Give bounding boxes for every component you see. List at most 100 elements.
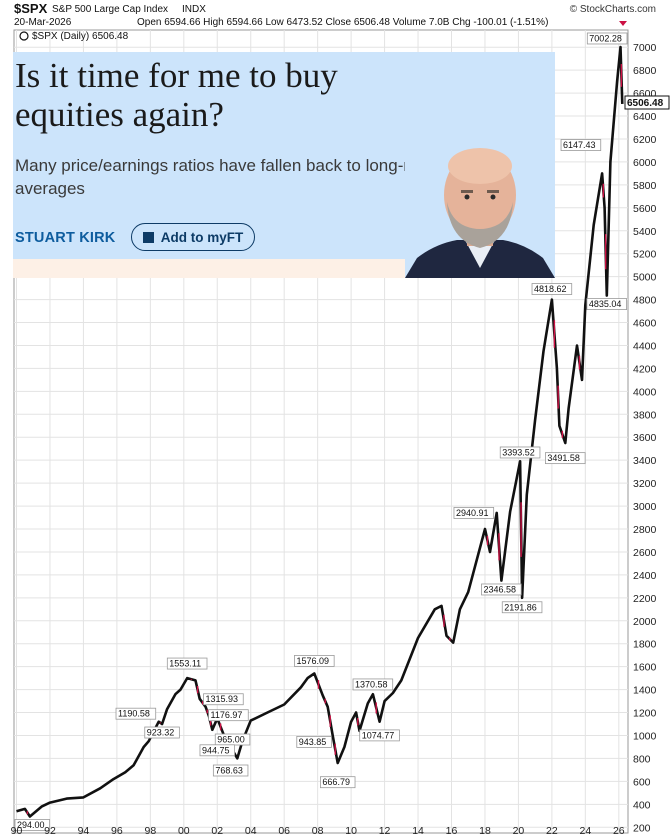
x-tick-label: 04 <box>245 825 257 837</box>
annotation-label: 2346.58 <box>484 584 517 594</box>
price-annotation: 1190.58 <box>115 707 157 720</box>
y-tick-label: 1800 <box>633 639 657 651</box>
last-price-tag: 6506.48 <box>624 95 670 110</box>
x-tick-label: 12 <box>379 825 391 837</box>
annotation-label: 965.00 <box>217 735 245 745</box>
price-annotation: 1074.77 <box>359 729 400 742</box>
y-tick-label: 5600 <box>633 203 657 215</box>
y-tick-label: 3800 <box>633 409 657 421</box>
down-arrow-icon <box>619 21 627 26</box>
annotation-label: 3491.58 <box>547 453 580 463</box>
y-tick-label: 4200 <box>633 363 657 375</box>
price-annotation: 6147.43 <box>560 139 602 151</box>
price-annotation: 1370.58 <box>352 678 394 691</box>
add-to-myft-button[interactable]: Add to myFT <box>131 223 255 251</box>
annotation-label: 3393.52 <box>502 447 535 457</box>
price-annotation: 1176.97 <box>208 709 249 722</box>
x-tick-label: 08 <box>312 825 324 837</box>
x-tick-label: 20 <box>513 825 525 837</box>
annotation-label: 1553.11 <box>169 659 201 669</box>
annotation-label: 943.85 <box>299 737 327 747</box>
x-tick-label: 24 <box>579 825 591 837</box>
price-annotation: 965.00 <box>214 733 251 746</box>
price-annotation: 2191.86 <box>501 601 543 614</box>
x-tick-label: 00 <box>178 825 190 837</box>
price-annotation: 944.75 <box>199 744 235 757</box>
price-annotation: 1576.09 <box>294 655 335 667</box>
annotation-label: 6147.43 <box>563 140 596 150</box>
exchange-code: INDX <box>182 4 206 15</box>
annotation-label: 4835.04 <box>589 299 622 309</box>
price-annotation: 1553.11 <box>166 657 208 670</box>
y-tick-label: 3200 <box>633 478 657 490</box>
y-tick-label: 5800 <box>633 180 657 192</box>
price-annotation: 7002.28 <box>586 32 628 45</box>
annotation-label: 1370.58 <box>355 679 388 689</box>
last-price-value: 6506.48 <box>627 98 664 109</box>
price-annotation: 4835.04 <box>586 298 628 310</box>
y-tick-label: 5000 <box>633 272 657 284</box>
price-annotation: 294.00 <box>14 819 50 831</box>
annotation-label: 768.63 <box>215 765 243 775</box>
annotation-label: 2191.86 <box>504 602 537 612</box>
price-annotation: 2940.91 <box>453 507 495 519</box>
price-annotation: 943.85 <box>296 736 332 748</box>
ticker-symbol: $SPX <box>14 1 48 16</box>
author-name[interactable]: STUART KIRK <box>15 230 116 246</box>
y-tick-label: 6200 <box>633 134 657 146</box>
annotation-label: 4818.62 <box>534 284 567 294</box>
x-tick-label: 10 <box>345 825 357 837</box>
x-tick-label: 90 <box>11 825 23 837</box>
annotation-label: 294.00 <box>17 820 45 830</box>
x-tick-label: 16 <box>446 825 458 837</box>
price-annotation: 923.32 <box>144 726 180 739</box>
y-tick-label: 200 <box>633 822 651 834</box>
y-tick-label: 800 <box>633 753 651 765</box>
x-tick-label: 22 <box>546 825 558 837</box>
x-tick-label: 02 <box>211 825 223 837</box>
price-annotation: 1315.93 <box>203 693 244 706</box>
author-photo <box>405 140 555 278</box>
index-name: S&P 500 Large Cap Index <box>52 4 168 15</box>
x-tick-label: 92 <box>44 825 56 837</box>
y-tick-label: 2200 <box>633 593 657 605</box>
y-tick-label: 2400 <box>633 570 657 582</box>
x-tick-label: 14 <box>412 825 424 837</box>
series-layer <box>16 45 624 818</box>
y-tick-label: 3400 <box>633 455 657 467</box>
y-tick-label: 4400 <box>633 340 657 352</box>
y-tick-label: 3000 <box>633 501 657 513</box>
price-annotation: 2346.58 <box>481 583 522 596</box>
annotation-layer: 294.00 923.32 1190.58 1553.11 1315.93 1176.97… <box>14 32 628 831</box>
price-annotation: 3491.58 <box>545 452 586 465</box>
y-tick-label: 4000 <box>633 386 657 398</box>
y-tick-label: 400 <box>633 799 651 811</box>
y-tick-label: 1200 <box>633 708 657 720</box>
y-tick-label: 1400 <box>633 685 657 697</box>
y-tick-label: 2000 <box>633 616 657 628</box>
annotation-label: 2940.91 <box>456 508 489 518</box>
y-tick-label: 2600 <box>633 547 657 559</box>
annotation-label: 1074.77 <box>362 730 395 740</box>
annotation-label: 944.75 <box>202 745 230 755</box>
article-title[interactable]: Is it time for me to buy equities again? <box>15 56 338 134</box>
add-to-myft-label: Add to myFT <box>160 229 244 245</box>
x-tick-label: 18 <box>479 825 491 837</box>
y-tick-label: 6400 <box>633 111 657 123</box>
annotation-label: 1576.09 <box>296 656 329 666</box>
price-annotation: 666.79 <box>320 776 356 789</box>
y-tick-label: 600 <box>633 776 651 788</box>
y-tick-label: 7000 <box>633 42 657 54</box>
annotation-label: 1190.58 <box>118 709 150 719</box>
price-annotation: 768.63 <box>212 764 249 777</box>
price-annotation: 3393.52 <box>499 446 541 459</box>
y-tick-label: 5400 <box>633 226 657 238</box>
y-tick-label: 4600 <box>633 318 657 330</box>
y-tick-label: 3600 <box>633 432 657 444</box>
x-tick-label: 94 <box>78 825 90 837</box>
y-tick-label: 1000 <box>633 730 657 742</box>
x-tick-label: 26 <box>613 825 625 837</box>
ohlc-readout: Open 6594.66 High 6594.66 Low 6473.52 Cl… <box>137 17 548 28</box>
y-tick-label: 1600 <box>633 662 657 674</box>
y-tick-label: 6800 <box>633 65 657 77</box>
